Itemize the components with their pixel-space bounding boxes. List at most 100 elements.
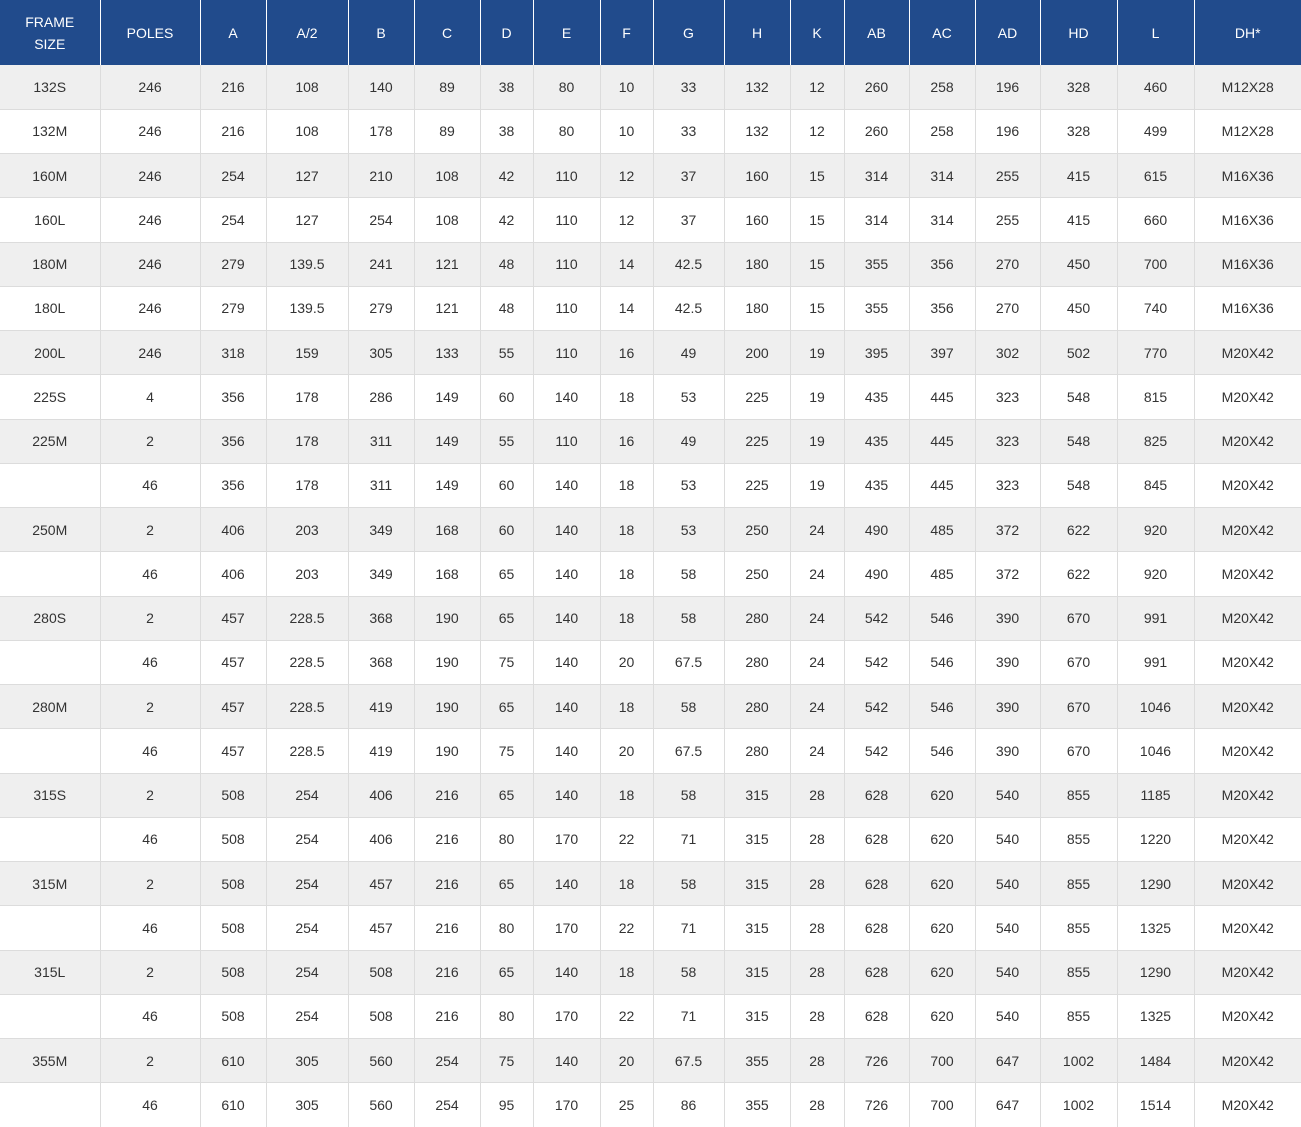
table-cell: 406 xyxy=(348,817,415,863)
table-cell: 53 xyxy=(653,463,725,509)
table-cell: 356 xyxy=(200,374,267,420)
table-cell: 228.5 xyxy=(266,640,349,686)
table-cell: 305 xyxy=(266,1038,349,1084)
table-cell: 560 xyxy=(348,1038,415,1084)
table-cell: M20X42 xyxy=(1194,728,1301,774)
header-cell: D xyxy=(480,0,534,65)
table-cell: 12 xyxy=(600,153,654,199)
table-cell: 216 xyxy=(414,861,481,907)
table-cell: 372 xyxy=(975,507,1041,553)
table-cell: 15 xyxy=(790,153,845,199)
table-cell: 28 xyxy=(790,994,845,1040)
table-cell: M20X42 xyxy=(1194,419,1301,464)
table-cell: 740 xyxy=(1117,286,1195,332)
table-cell: 355 xyxy=(844,286,910,332)
table-cell: 216 xyxy=(200,65,267,110)
table-cell: 75 xyxy=(480,728,534,774)
table-cell: 140 xyxy=(533,640,601,686)
table-row: 160M 246 254 127 210 108 42 110 12 37 160 15 314 314 2… xyxy=(0,153,1301,199)
table-cell: 16 xyxy=(600,330,654,376)
table-cell: 355M xyxy=(0,1038,101,1084)
table-cell: 19 xyxy=(790,374,845,420)
table-cell: 406 xyxy=(348,773,415,818)
table-cell: 1290 xyxy=(1117,950,1195,995)
table-cell: 80 xyxy=(480,817,534,863)
table-cell: 460 xyxy=(1117,65,1195,110)
table-cell: 560 xyxy=(348,1082,415,1127)
table-cell: 80 xyxy=(480,994,534,1040)
table-cell: 311 xyxy=(348,419,415,464)
table-cell: 546 xyxy=(909,684,976,730)
table-cell: 37 xyxy=(653,153,725,199)
table-cell: M20X42 xyxy=(1194,463,1301,509)
table-cell: 254 xyxy=(266,817,349,863)
table-cell: 315S xyxy=(0,773,101,818)
table-cell: 490 xyxy=(844,551,910,597)
table-cell: 15 xyxy=(790,242,845,287)
table-cell: 415 xyxy=(1040,197,1118,243)
table-cell: 305 xyxy=(266,1082,349,1127)
table-cell: 508 xyxy=(200,905,267,951)
table-cell: 540 xyxy=(975,950,1041,995)
table-cell: 260 xyxy=(844,65,910,110)
table-cell: 160 xyxy=(724,197,791,243)
table-cell: 356 xyxy=(200,463,267,509)
table-cell xyxy=(0,551,101,597)
table-cell: 315 xyxy=(724,773,791,818)
table-cell: 246 xyxy=(100,65,201,110)
table-cell: 250M xyxy=(0,507,101,553)
table-cell: 920 xyxy=(1117,551,1195,597)
table-cell: M20X42 xyxy=(1194,374,1301,420)
table-cell: 670 xyxy=(1040,596,1118,641)
table-cell: 71 xyxy=(653,817,725,863)
table-cell: 1220 xyxy=(1117,817,1195,863)
table-row: 315M 2 508 254 457 216 65 140 18 58 315 28 628 620 540… xyxy=(0,861,1301,907)
table-cell: M12X28 xyxy=(1194,109,1301,155)
table-cell: 328 xyxy=(1040,109,1118,155)
table-cell: 255 xyxy=(975,197,1041,243)
table-cell: 16 xyxy=(600,419,654,464)
table-cell: 38 xyxy=(480,109,534,155)
table-cell: 37 xyxy=(653,197,725,243)
table-cell: 390 xyxy=(975,640,1041,686)
table-cell: 502 xyxy=(1040,330,1118,376)
table-cell: 60 xyxy=(480,463,534,509)
table-body: 132S 246 216 108 140 89 38 80 10 33 132 12 260 258 196… xyxy=(0,65,1301,1127)
table-cell: 855 xyxy=(1040,905,1118,951)
table-cell: 628 xyxy=(844,861,910,907)
table-cell: 355 xyxy=(844,242,910,287)
table-cell: 390 xyxy=(975,684,1041,730)
table-cell: 1484 xyxy=(1117,1038,1195,1084)
table-cell: 610 xyxy=(200,1082,267,1127)
table-cell: 28 xyxy=(790,817,845,863)
table-cell: 67.5 xyxy=(653,1038,725,1084)
table-cell: M12X28 xyxy=(1194,65,1301,110)
table-cell: 46 xyxy=(100,1082,201,1127)
header-cell: A xyxy=(200,0,267,65)
table-cell: 845 xyxy=(1117,463,1195,509)
table-cell: 225S xyxy=(0,374,101,420)
table-cell: 270 xyxy=(975,286,1041,332)
table-cell: 280 xyxy=(724,728,791,774)
table-cell: M20X42 xyxy=(1194,994,1301,1040)
table-cell: 542 xyxy=(844,596,910,641)
table-cell: M20X42 xyxy=(1194,551,1301,597)
table-cell: 22 xyxy=(600,994,654,1040)
table-cell: 58 xyxy=(653,861,725,907)
table-cell: 700 xyxy=(909,1038,976,1084)
table-cell: 58 xyxy=(653,950,725,995)
table-cell: 216 xyxy=(414,817,481,863)
table-cell: 228.5 xyxy=(266,728,349,774)
header-cell: A/2 xyxy=(266,0,349,65)
table-cell: 435 xyxy=(844,374,910,420)
table-cell: 670 xyxy=(1040,728,1118,774)
table-cell: 65 xyxy=(480,684,534,730)
table-cell: 132M xyxy=(0,109,101,155)
table-cell: 250 xyxy=(724,507,791,553)
header-cell: POLES xyxy=(100,0,201,65)
table-cell: 170 xyxy=(533,905,601,951)
table-cell: 60 xyxy=(480,374,534,420)
table-cell: 149 xyxy=(414,463,481,509)
table-cell: 190 xyxy=(414,596,481,641)
table-cell: 254 xyxy=(266,773,349,818)
